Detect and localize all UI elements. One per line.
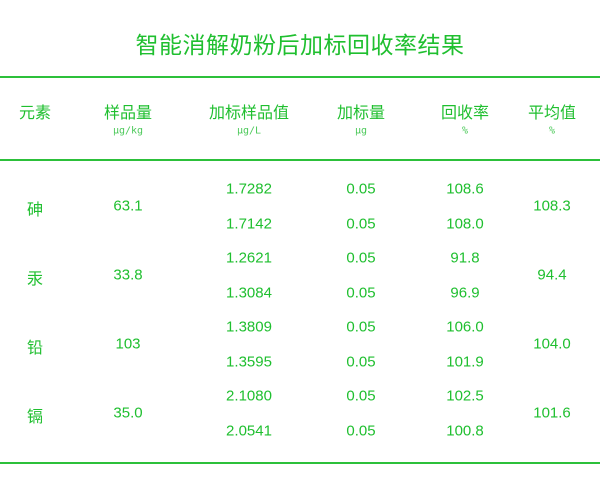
column-unit: % [461, 125, 469, 137]
recovery-cell: 96.9 [450, 284, 480, 302]
column-header: 平均值 [527, 103, 577, 122]
column-header: 元素 [18, 103, 52, 122]
page-title: 智能消解奶粉后加标回收率结果 [135, 33, 465, 59]
sample-amount-cell: 33.8 [113, 266, 143, 284]
recovery-cell: 91.8 [450, 249, 480, 267]
recovery-cell: 101.9 [446, 353, 484, 371]
recovery-cell: 100.8 [446, 422, 484, 440]
spiked-value-cell: 1.7142 [226, 215, 272, 233]
recovery-cell: 106.0 [446, 318, 484, 336]
element-cell: 砷 [26, 200, 44, 219]
average-cell: 94.4 [537, 266, 567, 284]
column-header: 样品量 [103, 103, 153, 122]
spiked-value-cell: 2.1080 [226, 387, 272, 405]
added-amount-cell: 0.05 [346, 318, 376, 336]
spiked-value-cell: 1.3595 [226, 353, 272, 371]
column-unit: μg/kg [112, 125, 144, 137]
spiked-value-cell: 1.7282 [226, 180, 272, 198]
header-bottom-divider [0, 159, 600, 161]
header-top-divider [0, 76, 600, 78]
element-cell: 汞 [26, 269, 44, 288]
recovery-cell: 102.5 [446, 387, 484, 405]
spiked-value-cell: 1.2621 [226, 249, 272, 267]
element-cell: 铅 [26, 338, 44, 357]
added-amount-cell: 0.05 [346, 215, 376, 233]
table-bottom-divider [0, 462, 600, 464]
sample-amount-cell: 63.1 [113, 197, 143, 215]
column-unit: % [548, 125, 556, 137]
sample-amount-cell: 35.0 [113, 404, 143, 422]
average-cell: 101.6 [533, 404, 571, 422]
spiked-value-cell: 1.3084 [226, 284, 272, 302]
added-amount-cell: 0.05 [346, 387, 376, 405]
spiked-value-cell: 2.0541 [226, 422, 272, 440]
spiked-value-cell: 1.3809 [226, 318, 272, 336]
added-amount-cell: 0.05 [346, 180, 376, 198]
column-unit: μg/L [236, 125, 262, 137]
average-cell: 104.0 [533, 335, 571, 353]
column-unit: μg [354, 125, 368, 137]
added-amount-cell: 0.05 [346, 353, 376, 371]
sample-amount-cell: 103 [115, 335, 141, 353]
recovery-cell: 108.6 [446, 180, 484, 198]
added-amount-cell: 0.05 [346, 284, 376, 302]
column-header: 回收率 [440, 103, 490, 122]
column-header: 加标样品值 [208, 103, 290, 122]
column-header: 加标量 [336, 103, 386, 122]
average-cell: 108.3 [533, 197, 571, 215]
added-amount-cell: 0.05 [346, 422, 376, 440]
recovery-cell: 108.0 [446, 215, 484, 233]
element-cell: 镉 [26, 407, 44, 426]
added-amount-cell: 0.05 [346, 249, 376, 267]
